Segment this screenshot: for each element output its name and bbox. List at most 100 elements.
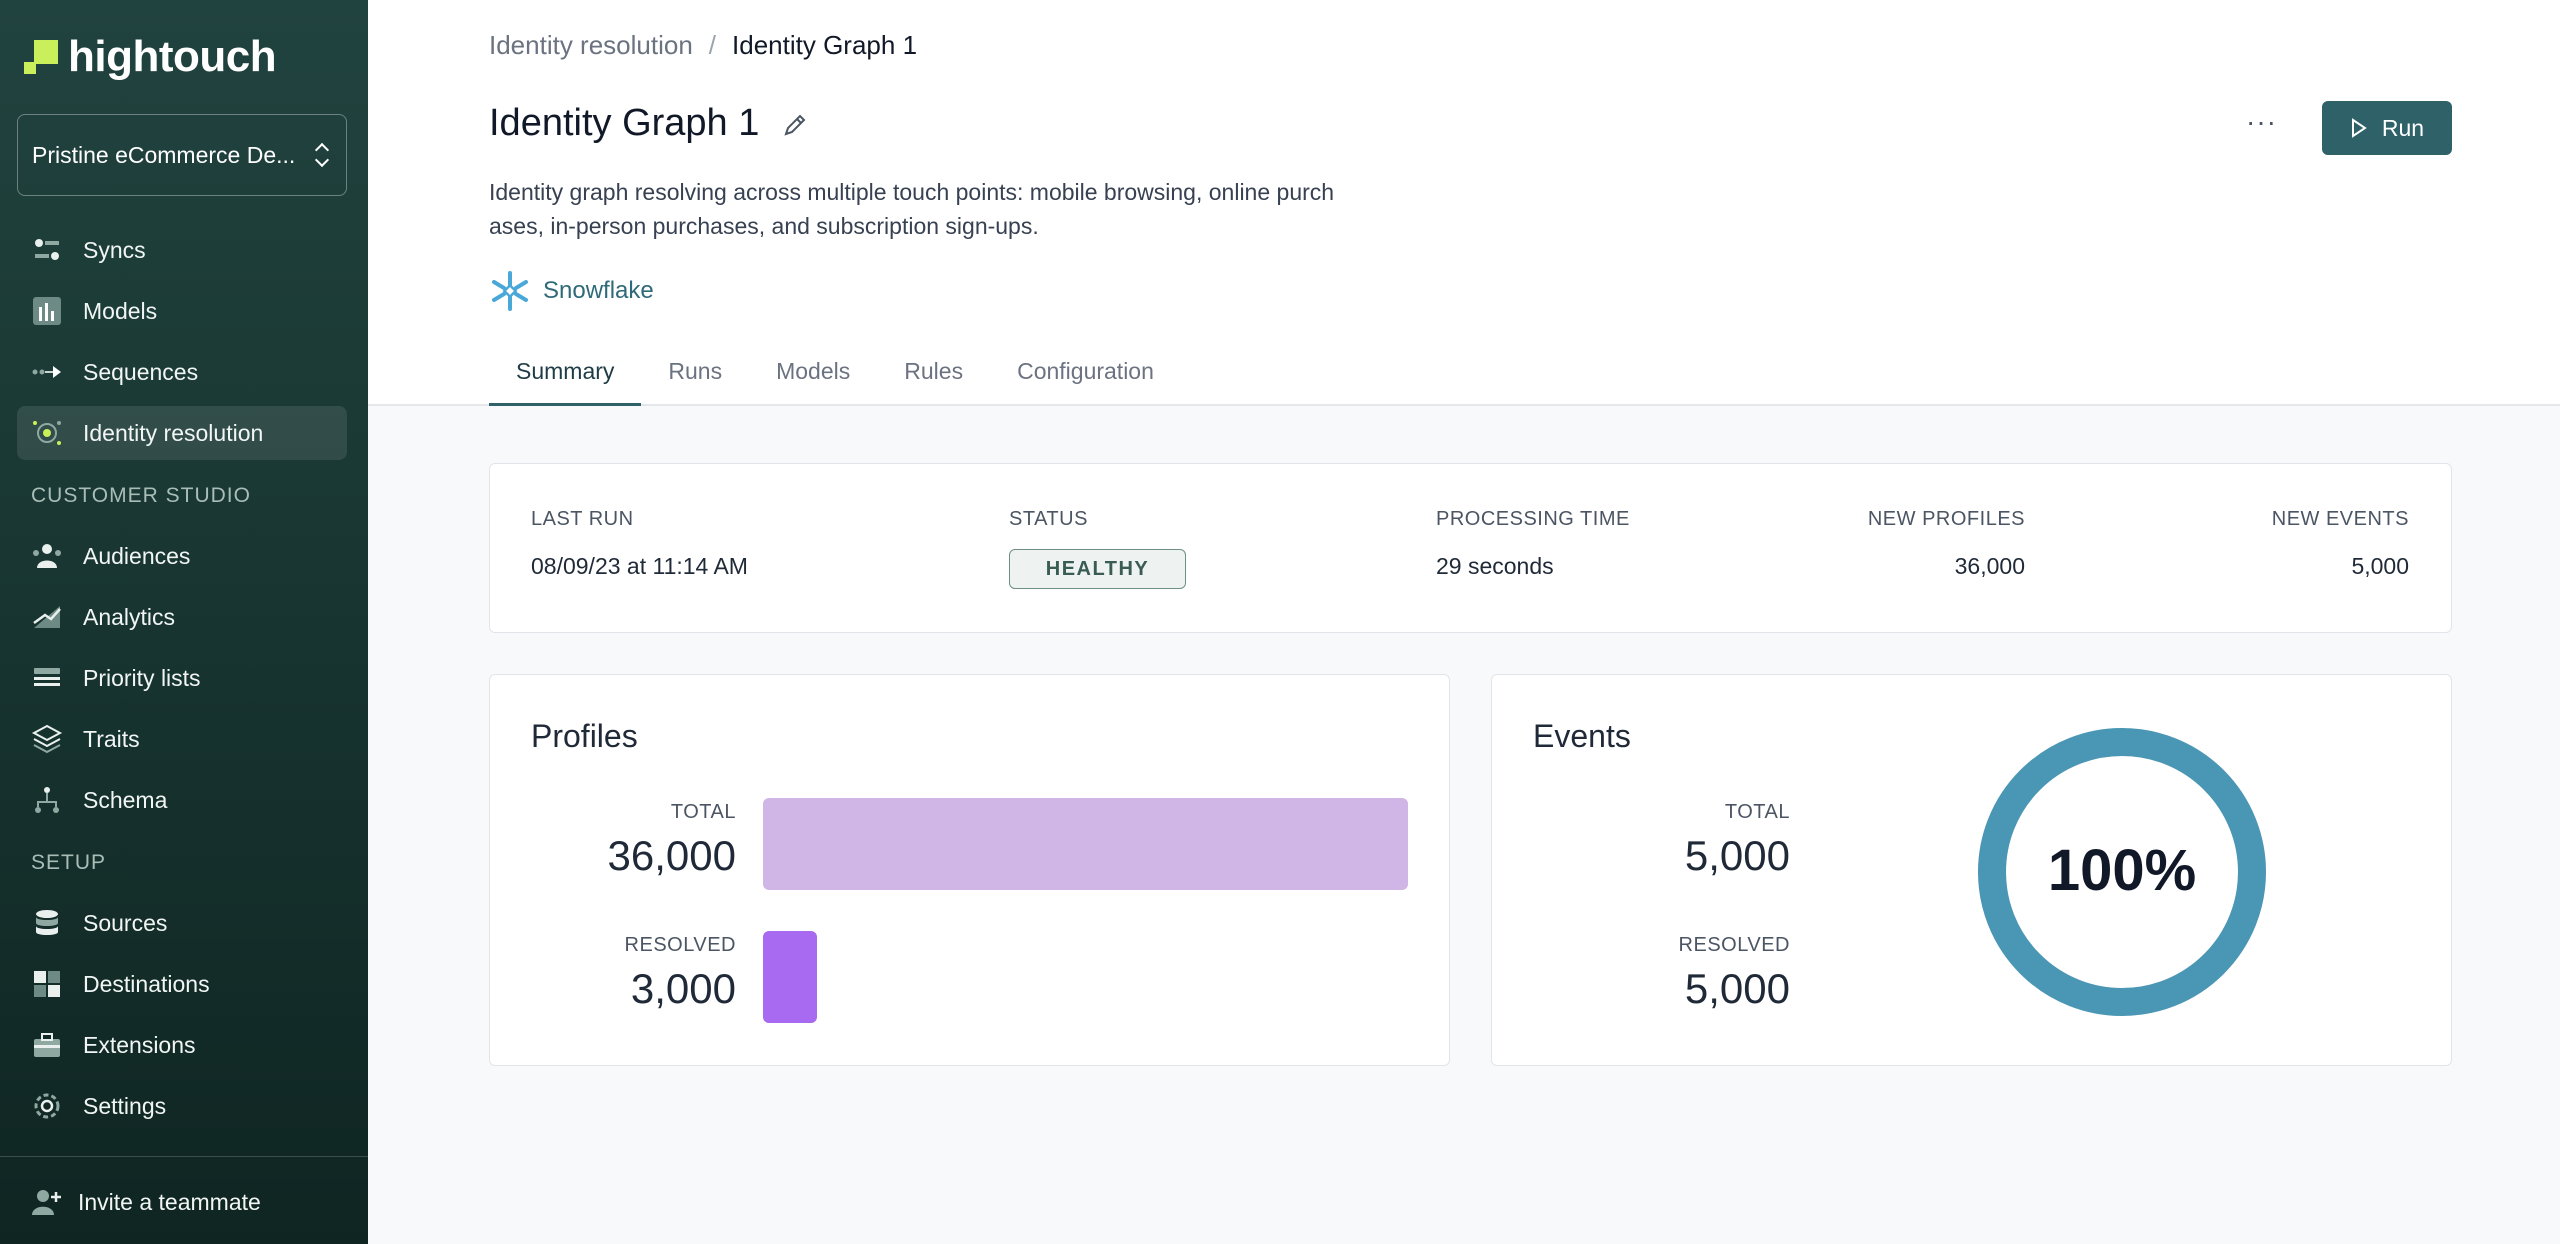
events-resolved-label: RESOLVED (1678, 934, 1790, 956)
tab-models[interactable]: Models (776, 358, 851, 384)
profiles-total-value: 36,000 (607, 832, 736, 879)
audiences-icon (33, 544, 61, 568)
graph-description: Identity graph resolving across multiple… (489, 179, 1335, 239)
run-summary-card (489, 463, 2452, 633)
profiles-title: Profiles (531, 718, 638, 754)
sidebar-item-models[interactable]: Models (17, 284, 347, 338)
run-label: Run (2381, 114, 2425, 141)
sidebar-item-sources[interactable]: Sources (17, 896, 347, 950)
logo-icon (24, 40, 58, 74)
tab-runs[interactable]: Runs (668, 358, 723, 384)
sidebar-item-schema[interactable]: Schema (17, 773, 347, 827)
more-options-button[interactable]: ··· (2246, 106, 2277, 137)
sidebar-item-label: Identity resolution (83, 419, 264, 446)
play-icon (2351, 118, 2367, 138)
profiles-total-bar (763, 798, 1408, 890)
sidebar-item-extensions[interactable]: Extensions (17, 1018, 347, 1072)
last-run-value: 08/09/23 at 11:14 AM (531, 553, 748, 579)
tab-summary[interactable]: Summary (489, 352, 642, 406)
profiles-total-label: TOTAL (670, 801, 736, 823)
sidebar-item-label: Sources (83, 909, 168, 936)
breadcrumb-parent-link[interactable]: Identity resolution (489, 30, 693, 60)
events-card (1491, 674, 2452, 1066)
schema-icon (35, 787, 59, 813)
sidebar-item-identity-resolution[interactable]: Identity resolution (17, 406, 347, 460)
tab-configuration[interactable]: Configuration (1017, 358, 1154, 384)
syncs-icon (35, 239, 59, 260)
sidebar-item-destinations[interactable]: Destinations (17, 957, 347, 1011)
priority-lists-icon (34, 668, 60, 686)
processing-time-label: PROCESSING TIME (1436, 508, 1630, 530)
new-profiles-value: 36,000 (1954, 553, 2025, 579)
add-user-icon (32, 1190, 61, 1215)
profiles-resolved-value: 3,000 (630, 965, 736, 1012)
tab-rules[interactable]: Rules (904, 358, 964, 384)
section-label-setup: SETUP (31, 851, 107, 874)
new-profiles-label: NEW PROFILES (1867, 508, 2025, 530)
sidebar-item-traits[interactable]: Traits (17, 712, 347, 766)
sidebar-item-label: Schema (83, 786, 168, 813)
breadcrumb: Identity resolution / Identity Graph 1 (489, 30, 917, 61)
sidebar-item-label: Sequences (83, 358, 199, 385)
sidebar-item-sequences[interactable]: Sequences (17, 345, 347, 399)
source-name: Snowflake (543, 277, 654, 304)
workspace-name: Pristine eCommerce De... (32, 141, 296, 168)
sidebar-item-audiences[interactable]: Audiences (17, 529, 347, 583)
page-title: Identity Graph 1 (489, 102, 760, 144)
donut-percent-label: 100% (2048, 838, 2196, 903)
profiles-resolved-label: RESOLVED (624, 934, 736, 956)
extensions-icon (34, 1033, 60, 1057)
events-total-value: 5,000 (1684, 832, 1790, 879)
chevron-up-down-icon (312, 140, 332, 170)
destinations-icon (34, 971, 60, 997)
status-label: STATUS (1009, 508, 1088, 530)
sidebar-item-priority-lists[interactable]: Priority lists (17, 651, 347, 705)
processing-time-value: 29 seconds (1436, 553, 1554, 579)
tabs: Summary Runs Models Rules Configuration (489, 352, 1181, 406)
breadcrumb-current: Identity Graph 1 (732, 30, 918, 60)
events-donut-chart: 100% (1978, 728, 2266, 1016)
sources-icon (36, 910, 58, 935)
sidebar-item-label: Priority lists (83, 664, 201, 691)
sidebar-item-label: Destinations (83, 970, 210, 997)
profiles-resolved-bar (763, 931, 817, 1023)
breadcrumb-separator: / (708, 30, 717, 60)
settings-icon (34, 1093, 60, 1119)
sidebar-item-label: Models (83, 297, 158, 324)
sequences-icon (32, 366, 61, 378)
invite-label: Invite a teammate (78, 1188, 261, 1215)
logo-text: hightouch (68, 32, 277, 81)
sidebar-item-label: Syncs (83, 236, 146, 263)
snowflake-icon (492, 271, 528, 311)
events-total-label: TOTAL (1724, 801, 1790, 823)
new-events-value: 5,000 (2351, 553, 2409, 579)
sidebar-item-label: Analytics (83, 603, 176, 630)
sidebar-item-settings[interactable]: Settings (17, 1079, 347, 1133)
donut-resolved-arc (1978, 728, 2266, 1016)
run-button[interactable]: Run (2322, 101, 2452, 155)
analytics-icon (33, 606, 61, 628)
source-link[interactable]: Snowflake (489, 270, 654, 312)
workspace-selector[interactable]: Pristine eCommerce De... (17, 114, 347, 196)
hightouch-logo[interactable]: hightouch (24, 32, 277, 82)
new-events-label: NEW EVENTS (2271, 508, 2409, 530)
identity-icon (33, 421, 61, 445)
models-icon (33, 297, 61, 325)
sidebar-item-label: Traits (83, 725, 140, 752)
sidebar-divider (0, 1156, 368, 1157)
sidebar-item-label: Extensions (83, 1031, 196, 1058)
invite-teammate-button[interactable]: Invite a teammate (30, 1186, 261, 1218)
sidebar-item-label: Settings (83, 1092, 167, 1119)
page-header (368, 0, 2560, 406)
events-resolved-value: 5,000 (1684, 965, 1790, 1012)
sidebar-item-label: Audiences (83, 542, 191, 569)
status-badge: HEALTHY (1009, 549, 1186, 589)
sidebar-item-syncs[interactable]: Syncs (17, 223, 347, 277)
sidebar: hightouch Pristine eCommerce De... Syncs… (0, 0, 368, 1244)
last-run-label: LAST RUN (531, 508, 634, 530)
pencil-icon[interactable] (780, 110, 810, 140)
events-title: Events (1533, 718, 1631, 754)
section-label-customer-studio: CUSTOMER STUDIO (31, 484, 251, 507)
traits-icon (31, 724, 63, 754)
sidebar-item-analytics[interactable]: Analytics (17, 590, 347, 644)
